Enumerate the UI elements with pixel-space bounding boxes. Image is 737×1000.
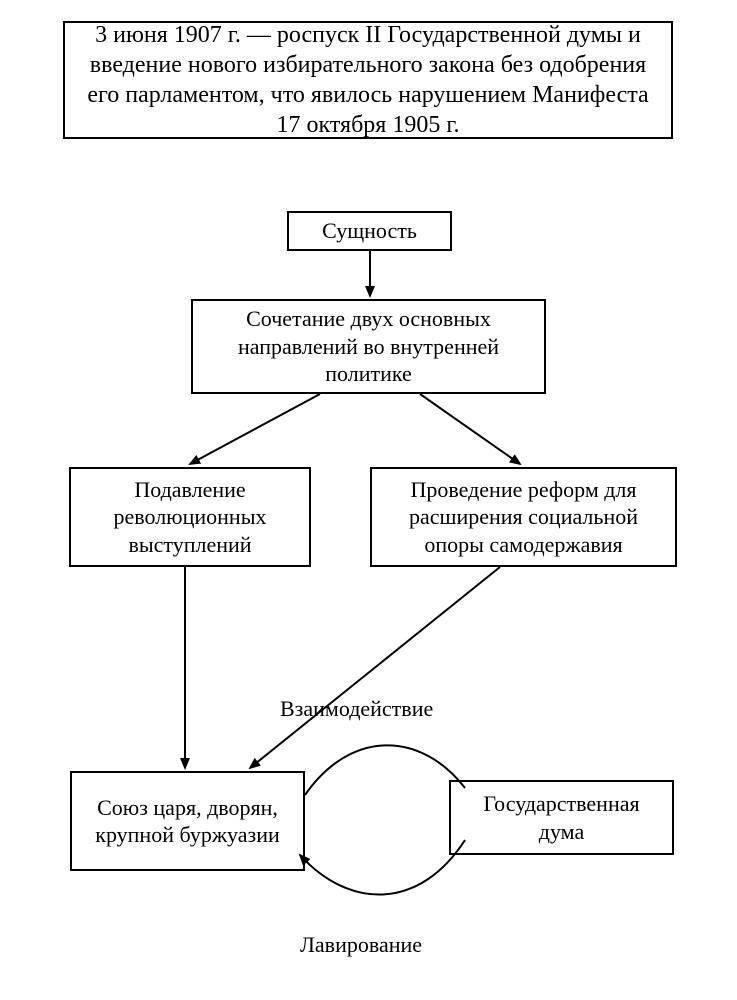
edge-combination-to-reforms	[420, 394, 520, 464]
essence-node: Сущность	[287, 211, 452, 251]
edge-reforms-to-union	[250, 567, 500, 768]
interaction-text: Взаимодействие	[280, 696, 433, 721]
essence-text: Сущность	[322, 217, 417, 245]
duma-node: Государственная дума	[449, 780, 674, 855]
header-box: 3 июня 1907 г. — роспуск II Государствен…	[63, 21, 673, 139]
union-text: Союз царя, дворян, крупной буржуазии	[82, 794, 293, 849]
edge-duma-to-union-bottom-arc	[300, 840, 465, 895]
duma-text: Государственная дума	[461, 790, 662, 845]
reforms-text: Проведение реформ для расширения социаль…	[382, 476, 665, 559]
combination-node: Сочетание двух основных направлений во в…	[191, 299, 546, 394]
maneuvering-text: Лавирование	[300, 932, 422, 957]
interaction-label: Взаимодействие	[280, 696, 433, 722]
edge-combination-to-suppression	[190, 394, 320, 464]
reforms-node: Проведение реформ для расширения социаль…	[370, 467, 677, 567]
suppression-node: Подавление революционных выступлений	[69, 467, 311, 567]
combination-text: Сочетание двух основных направлений во в…	[203, 305, 534, 388]
header-text: 3 июня 1907 г. — роспуск II Государствен…	[75, 20, 661, 140]
union-node: Союз царя, дворян, крупной буржуазии	[70, 771, 305, 871]
suppression-text: Подавление революционных выступлений	[81, 476, 299, 559]
edge-union-duma-top-arc	[305, 745, 465, 795]
maneuvering-label: Лавирование	[300, 932, 422, 958]
